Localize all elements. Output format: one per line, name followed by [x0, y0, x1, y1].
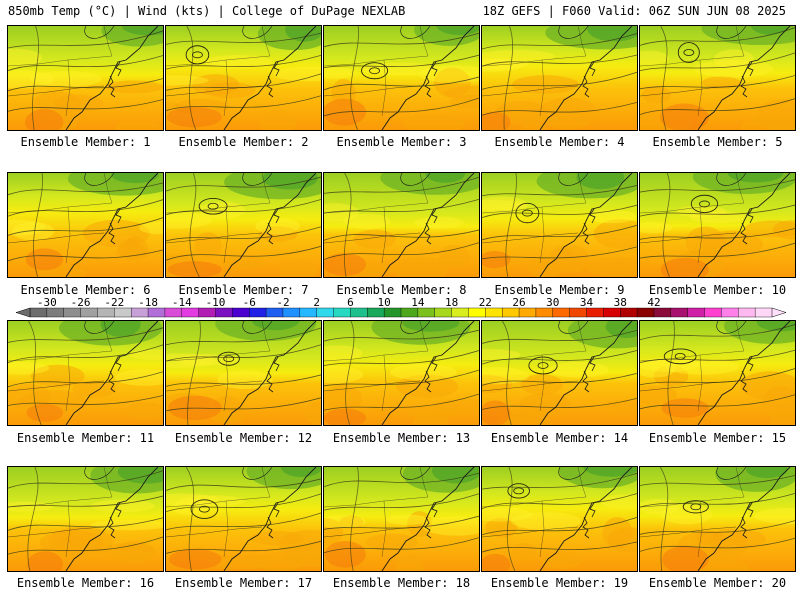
map-field [640, 321, 795, 425]
ensemble-member-label: Ensemble Member: 19 [490, 576, 629, 590]
ensemble-map-panel [639, 25, 796, 131]
ensemble-map-panel [481, 25, 638, 131]
map-field [482, 26, 637, 130]
map-field [8, 173, 163, 277]
map-field [324, 26, 479, 130]
map-field [8, 321, 163, 425]
ensemble-member-label: Ensemble Member: 5 [652, 135, 783, 149]
ensemble-map-panel [323, 320, 480, 426]
ensemble-member-label: Ensemble Member: 6 [20, 283, 151, 297]
ensemble-member-label: Ensemble Member: 16 [16, 576, 155, 590]
map-field [482, 321, 637, 425]
map-field [482, 173, 637, 277]
ensemble-map-panel [165, 25, 322, 131]
ensemble-map-panel [639, 320, 796, 426]
ensemble-member-label: Ensemble Member: 13 [332, 431, 471, 445]
map-field [166, 173, 321, 277]
ensemble-map-panel [639, 172, 796, 278]
map-field [8, 467, 163, 571]
ensemble-map-panel [323, 25, 480, 131]
map-field [640, 173, 795, 277]
ensemble-map-panel [481, 320, 638, 426]
map-field [640, 26, 795, 130]
map-field [640, 467, 795, 571]
ensemble-member-label: Ensemble Member: 18 [332, 576, 471, 590]
ensemble-member-label: Ensemble Member: 9 [494, 283, 625, 297]
ensemble-member-label: Ensemble Member: 4 [494, 135, 625, 149]
ensemble-member-label: Ensemble Member: 20 [648, 576, 787, 590]
ensemble-map-panel [323, 172, 480, 278]
map-field [482, 467, 637, 571]
map-field [324, 467, 479, 571]
ensemble-map-panel [7, 320, 164, 426]
ensemble-member-label: Ensemble Member: 2 [178, 135, 309, 149]
map-field [324, 321, 479, 425]
chart-title: 850mb Temp (°C) | Wind (kts) | College o… [8, 4, 406, 18]
map-field [8, 26, 163, 130]
ensemble-map-panel [323, 466, 480, 572]
ensemble-map-panel [639, 466, 796, 572]
ensemble-map-panel [165, 172, 322, 278]
ensemble-map-panel [7, 25, 164, 131]
ensemble-member-label: Ensemble Member: 1 [20, 135, 151, 149]
map-field [166, 467, 321, 571]
model-run-info: 18Z GEFS | F060 Valid: 06Z SUN JUN 08 20… [482, 4, 786, 18]
ensemble-map-panel [7, 466, 164, 572]
ensemble-map-panel [481, 466, 638, 572]
ensemble-member-label: Ensemble Member: 11 [16, 431, 155, 445]
ensemble-member-label: Ensemble Member: 15 [648, 431, 787, 445]
map-field [166, 321, 321, 425]
ensemble-member-label: Ensemble Member: 14 [490, 431, 629, 445]
ensemble-member-label: Ensemble Member: 7 [178, 283, 309, 297]
ensemble-map-panel [7, 172, 164, 278]
ensemble-member-label: Ensemble Member: 17 [174, 576, 313, 590]
map-field [166, 26, 321, 130]
ensemble-member-label: Ensemble Member: 10 [648, 283, 787, 297]
ensemble-map-panel [165, 320, 322, 426]
ensemble-map-panel [165, 466, 322, 572]
map-field [324, 173, 479, 277]
ensemble-map-panel [481, 172, 638, 278]
ensemble-member-label: Ensemble Member: 12 [174, 431, 313, 445]
ensemble-member-label: Ensemble Member: 3 [336, 135, 467, 149]
ensemble-member-label: Ensemble Member: 8 [336, 283, 467, 297]
